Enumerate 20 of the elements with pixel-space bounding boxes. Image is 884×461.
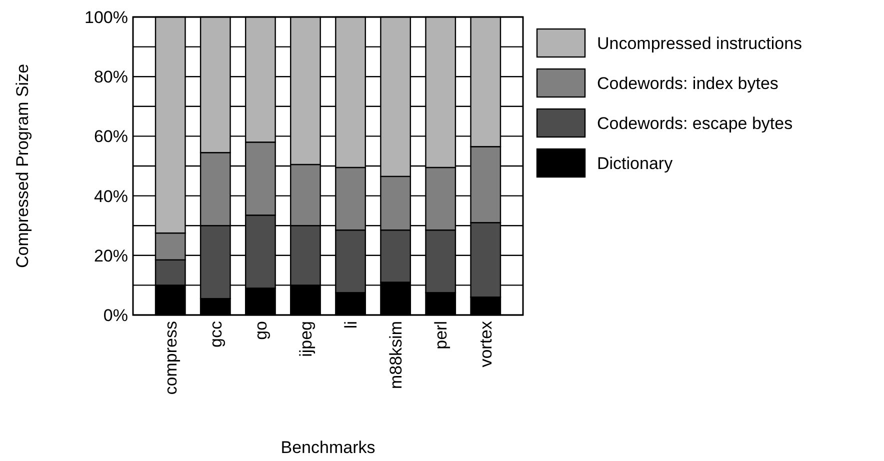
x-tick-label: go [251,321,270,340]
x-tick-label: vortex [476,320,496,368]
legend-label: Codewords: escape bytes [597,114,793,133]
y-tick-label: 0% [103,306,128,325]
y-axis-title: Compressed Program Size [13,64,32,268]
x-tick-label: gcc [206,320,226,348]
y-tick-label: 60% [94,127,128,146]
x-tick-label: compress [161,321,180,395]
x-tick-label: m88ksim [386,321,406,390]
y-tick-label: 100% [84,8,128,27]
legend-label: Uncompressed instructions [597,34,802,53]
x-axis-title: Benchmarks [280,438,376,457]
legend-label: Dictionary [597,154,674,173]
x-tick-label: ijpeg [296,321,316,357]
x-tick-label: perl [432,321,451,350]
x-tick-label: li [341,321,360,329]
y-tick-label: 80% [94,68,128,87]
y-tick-label: 40% [94,186,128,206]
legend-label: Codewords: index bytes [597,74,778,93]
y-tick-label: 20% [94,246,128,266]
